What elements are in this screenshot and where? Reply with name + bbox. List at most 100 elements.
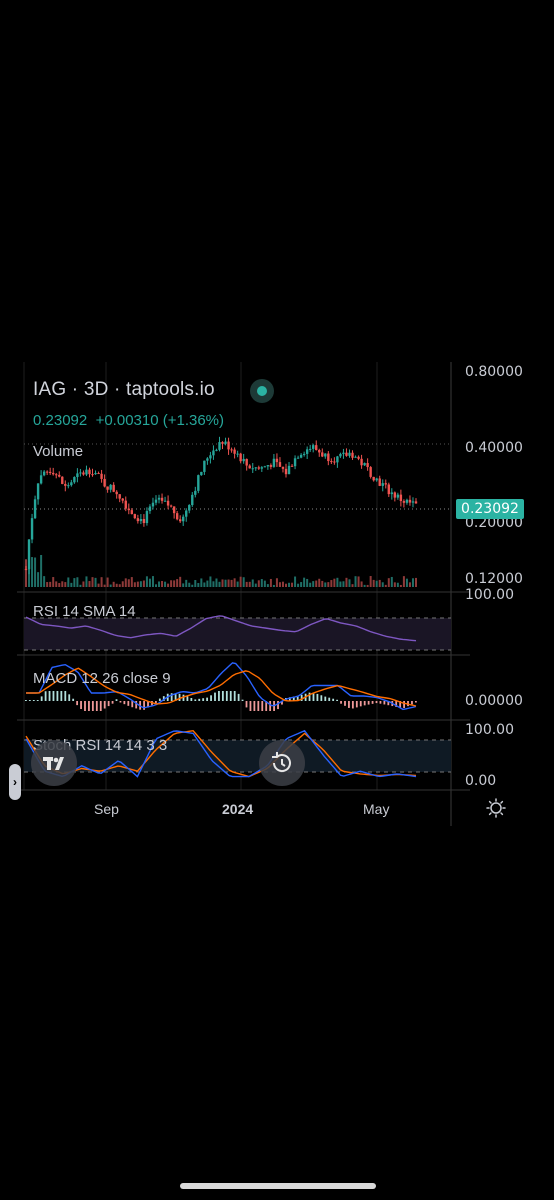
status-dot-icon[interactable] <box>250 379 274 403</box>
macd-hist-bar <box>288 697 291 701</box>
candle-body <box>411 501 415 503</box>
volume-bar <box>236 581 239 587</box>
candle-body <box>124 500 127 509</box>
volume-bar <box>366 584 369 587</box>
candle-body <box>169 505 173 507</box>
macd-hist-bar <box>375 701 378 704</box>
candle-body <box>402 501 406 503</box>
candle-body <box>330 461 333 463</box>
volume-bar <box>197 582 200 587</box>
volume-bar <box>206 580 209 587</box>
candle-body <box>36 483 40 500</box>
candle-body <box>212 450 215 456</box>
volume-bar <box>315 580 318 587</box>
macd-hist-bar <box>371 701 374 704</box>
candle-body <box>82 472 85 475</box>
candle-body <box>390 492 394 495</box>
macd-hist-bar <box>332 698 335 701</box>
current-price-tag: 0.23092 <box>456 499 524 519</box>
candle-body <box>351 452 354 458</box>
volume-bar <box>115 583 118 587</box>
volume-bar <box>318 578 321 587</box>
symbol-title: IAG · 3D · taptools.io <box>33 379 215 400</box>
candle-body <box>206 458 209 461</box>
volume-bar <box>402 576 405 587</box>
macd-hist-bar <box>395 701 398 707</box>
macd-hist-bar <box>68 694 71 701</box>
macd-hist-bar <box>155 701 157 703</box>
volume-bar <box>333 578 336 587</box>
macd-hist-bar <box>415 701 417 703</box>
volume-label: Volume <box>33 443 84 460</box>
candle-body <box>194 490 197 495</box>
volume-bar <box>288 582 291 587</box>
candle-body <box>218 442 221 450</box>
volume-bar <box>127 579 130 587</box>
volume-bar <box>369 576 372 587</box>
macd-hist-bar <box>76 701 79 706</box>
macd-hist-bar <box>40 696 43 701</box>
volume-bar <box>272 584 275 587</box>
time-axis-label: Sep <box>94 801 119 817</box>
tradingview-logo-icon[interactable] <box>31 740 77 786</box>
last-price: 0.23092 <box>33 412 88 429</box>
candle-body <box>305 449 309 454</box>
candle-body <box>287 465 291 475</box>
macd-hist-bar <box>265 701 268 711</box>
macd-hist-bar <box>387 701 390 706</box>
volume-bar <box>124 578 127 587</box>
macd-hist-bar <box>103 701 106 709</box>
volume-bar <box>251 579 254 587</box>
candle-body <box>290 465 294 467</box>
candle-body <box>48 471 52 473</box>
candle-body <box>221 442 224 444</box>
candle-body <box>30 518 34 540</box>
macd-hist-bar <box>84 701 86 711</box>
volume-bar <box>112 581 115 587</box>
macd-hist-bar <box>351 701 354 709</box>
volume-bar <box>254 583 257 587</box>
gear-icon[interactable] <box>486 798 506 818</box>
volume-bar <box>300 582 303 587</box>
reset-icon[interactable] <box>259 740 305 786</box>
volume-bar <box>200 578 203 587</box>
macd-hist-bar <box>328 697 331 701</box>
macd-hist-bar <box>147 701 149 708</box>
candle-body <box>269 465 273 467</box>
volume-bar <box>31 557 34 587</box>
volume-bar <box>161 581 164 587</box>
candle-body <box>58 474 61 477</box>
candle-body <box>209 455 212 459</box>
stoch-band <box>24 740 451 772</box>
volume-bar <box>393 582 396 587</box>
chevron-right-icon[interactable]: › <box>9 764 21 800</box>
candle-body <box>315 445 318 450</box>
macd-hist-bar <box>72 698 75 701</box>
volume-bar <box>106 577 109 587</box>
home-indicator[interactable] <box>180 1183 376 1189</box>
candle-body <box>197 475 200 491</box>
volume-bar <box>281 581 284 587</box>
candle-body <box>302 453 306 455</box>
stoch-axis-top: 100.00 <box>465 722 514 738</box>
candle-body <box>67 485 70 487</box>
price-axis-label: 0.40000 <box>465 440 523 456</box>
volume-bar <box>121 581 124 587</box>
macd-hist-bar <box>48 691 51 701</box>
macd-histogram <box>25 691 417 711</box>
candle-body <box>130 510 134 515</box>
candle-body <box>296 457 300 459</box>
volume-bar <box>224 579 227 587</box>
macd-hist-bar <box>399 701 402 708</box>
volume-bar <box>375 580 378 587</box>
candle-body <box>339 453 342 457</box>
macd-hist-bar <box>312 692 315 701</box>
macd-hist-bar <box>99 701 102 711</box>
candle-body <box>345 452 348 456</box>
candle-body <box>293 458 297 467</box>
candle-body <box>85 469 88 475</box>
volume-bar <box>179 576 182 587</box>
macd-hist-bar <box>296 695 299 701</box>
volume-bar <box>348 579 351 587</box>
